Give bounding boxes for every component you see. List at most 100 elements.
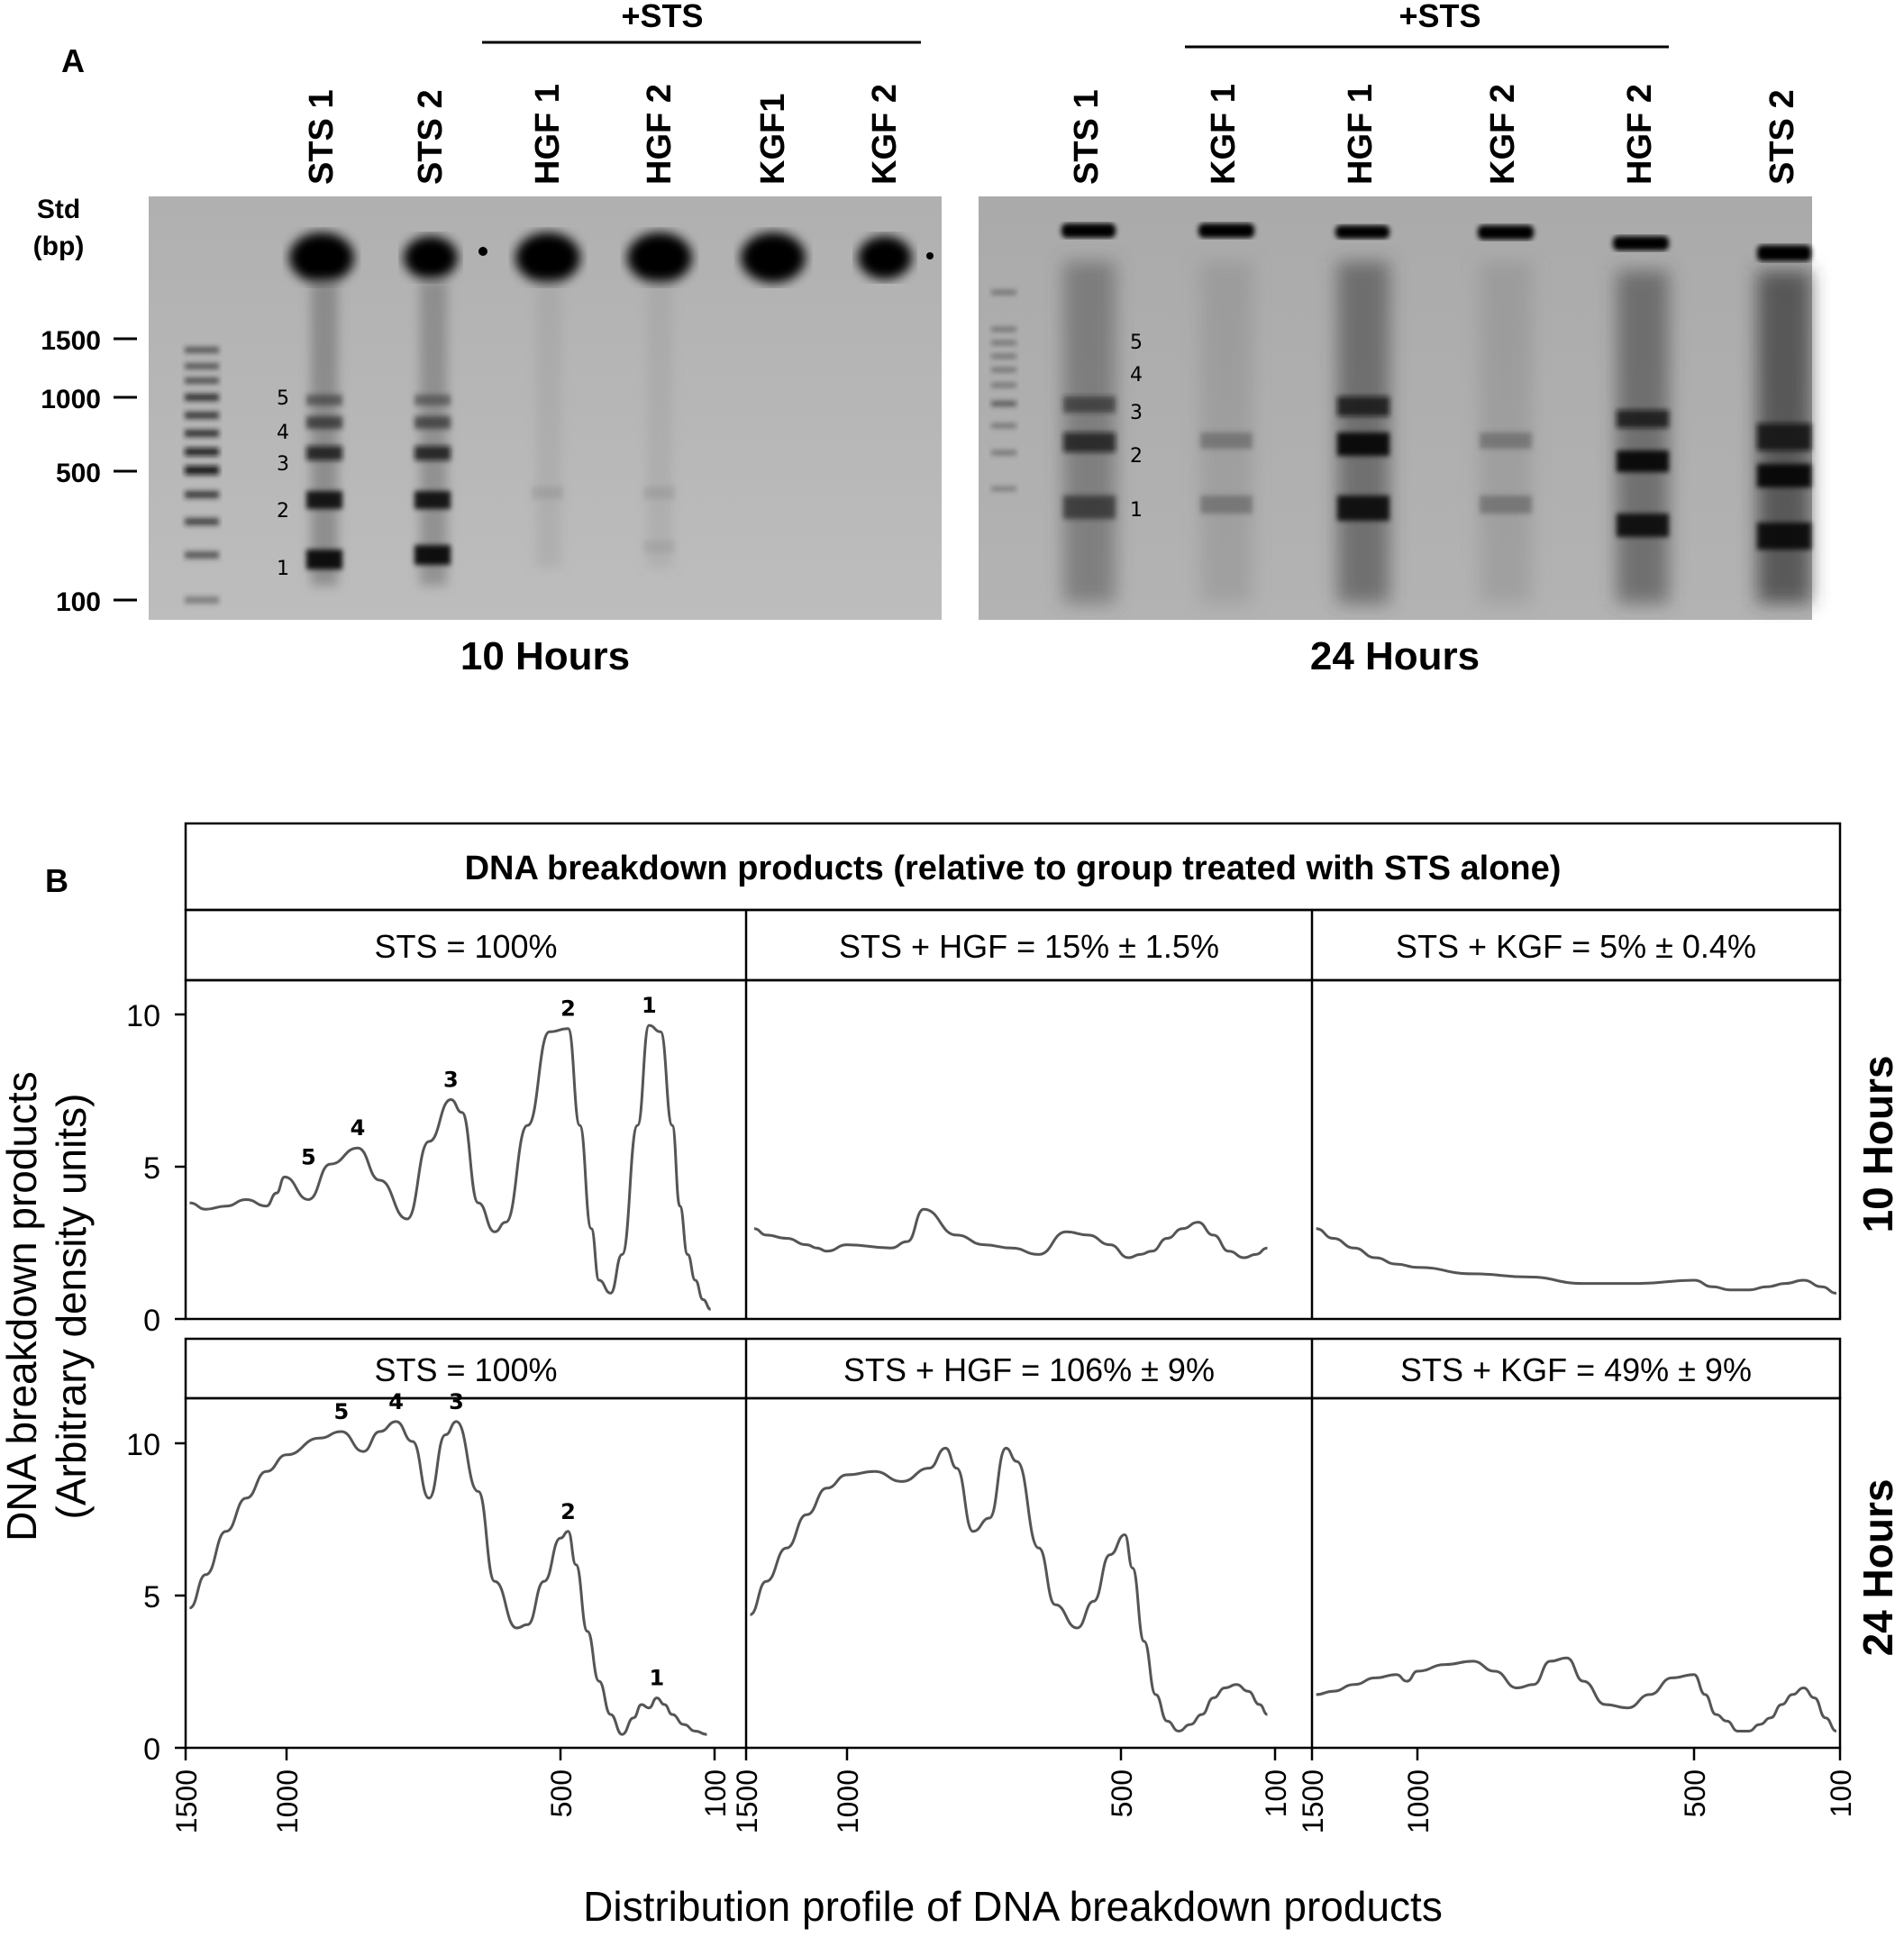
y-tick-10h-0: 0: [143, 1304, 160, 1338]
x-axis-label: Distribution profile of DNA breakdown pr…: [583, 1883, 1443, 1930]
sts-bar-label-24h: +STS: [1398, 0, 1480, 34]
peak-label-4-5: 5: [333, 1399, 349, 1424]
gel-24h-wells: [1061, 223, 1811, 261]
x-tick-sub1-100: 100: [699, 1769, 732, 1817]
y-axis-10h: 0 5 10: [126, 999, 186, 1338]
density-curves: 5 4 3 2 1 5 4 3 2 1: [188, 993, 1837, 1736]
gel-24h-lane-labels: STS 1 KGF 1 HGF 1 KGF 2 HGF 2 STS 2: [1068, 84, 1801, 185]
subpanel-title-10h-hgf: STS + HGF = 15% ± 1.5%: [839, 928, 1219, 965]
y-tick-10h-10: 10: [126, 999, 160, 1033]
gel-10h-wells: [289, 232, 934, 283]
panel-b-letter: B: [45, 862, 68, 899]
gel-24h-ladder: [991, 290, 1016, 491]
x-tick-sub1-500: 500: [545, 1769, 578, 1817]
band-number-3: 3: [277, 453, 289, 476]
std-tick-1000: 1000: [41, 385, 101, 414]
peak-label-1-1: 1: [642, 993, 657, 1018]
panel-b-header-title: DNA breakdown products (relative to grou…: [465, 850, 1562, 887]
std-label-line1: Std: [37, 195, 80, 224]
std-tick-axis: 1500 1000 500 100: [41, 326, 137, 617]
x-tick-sub3-500: 500: [1679, 1769, 1711, 1817]
peak-label-1-4: 4: [351, 1115, 366, 1141]
density-curve-2: [753, 1207, 1268, 1260]
peak-label-4-4: 4: [388, 1389, 404, 1414]
subpanel-title-24h-hgf: STS + HGF = 106% ± 9%: [843, 1351, 1215, 1388]
gel-10h-smears: [311, 279, 672, 586]
x-tick-sub3-100: 100: [1825, 1769, 1857, 1817]
band24-number-5: 5: [1130, 332, 1143, 354]
subpanel-titles: STS = 100% STS + HGF = 15% ± 1.5% STS + …: [374, 928, 1756, 1388]
lane-label-kgf2: KGF 2: [866, 84, 904, 185]
x-tick-sub1-1000: 1000: [271, 1769, 304, 1833]
x-tick-sub2-1000: 1000: [832, 1769, 864, 1833]
x-tick-sub3-1000: 1000: [1402, 1769, 1435, 1833]
subpanel-title-24h-kgf: STS + KGF = 49% ± 9%: [1400, 1351, 1752, 1388]
std-tick-500: 500: [56, 459, 101, 488]
density-curve-6: [1316, 1656, 1837, 1732]
x-axis-sub1: 1500 1000 500 100: [170, 1748, 732, 1833]
peak-label-4-2: 2: [560, 1499, 576, 1524]
lane-label-sts2: STS 2: [412, 89, 450, 185]
peak-label-4-1: 1: [650, 1666, 665, 1691]
gel-10h-ladder: [185, 347, 219, 604]
x-tick-sub1-1500: 1500: [170, 1769, 203, 1833]
y-tick-10h-5: 5: [143, 1151, 160, 1186]
gel-24h-background: [979, 196, 1812, 620]
lane24-label-sts2: STS 2: [1763, 89, 1801, 185]
x-tick-sub2-1500: 1500: [731, 1769, 763, 1833]
y-axis-label-line2: (Arbitrary density units): [48, 1094, 95, 1520]
subpanel-title-10h-sts: STS = 100%: [374, 928, 557, 965]
gel-10-hours: 5 4 3 2 1 STS 1 STS 2 HGF 1 HGF 2 KGF1 K…: [149, 0, 942, 678]
band-number-1: 1: [277, 558, 289, 580]
gel-24-hours: 5 4 3 2 1 STS 1 KGF 1 HGF 1 KGF 2 HGF 2 …: [979, 0, 1812, 678]
gel-10h-bands: [306, 395, 675, 569]
gel-24h-band-numbers: 5 4 3 2 1: [1130, 332, 1143, 522]
density-curve-5: [749, 1446, 1268, 1733]
band24-number-4: 4: [1130, 364, 1143, 386]
gel-24h-bands: [1063, 396, 1811, 550]
row-label-24h: 24 Hours: [1854, 1479, 1901, 1657]
x-axis-ticks: 1500 1000 500 100 1500 1000 500 100 1500…: [170, 1748, 1857, 1833]
gel-10h-band-numbers: 5 4 3 2 1: [277, 387, 289, 580]
peak-label-1-2: 2: [560, 996, 576, 1022]
y-tick-24h-0: 0: [143, 1732, 160, 1767]
lane24-label-hgf2: HGF 2: [1621, 84, 1659, 185]
y-tick-24h-10: 10: [126, 1428, 160, 1462]
lane-label-hgf2: HGF 2: [641, 84, 679, 185]
lane-label-sts1: STS 1: [303, 89, 341, 185]
band-number-2: 2: [277, 500, 289, 523]
x-tick-sub2-500: 500: [1106, 1769, 1138, 1817]
gel-10h-lane-labels: STS 1 STS 2 HGF 1 HGF 2 KGF1 KGF 2: [303, 84, 904, 185]
gel-10h-time-label: 10 Hours: [460, 634, 630, 678]
band-number-5: 5: [277, 387, 289, 410]
gel-24h-time-label: 24 Hours: [1310, 634, 1480, 678]
lane24-label-hgf1: HGF 1: [1342, 84, 1380, 185]
panel-b-frame: [184, 822, 1842, 1750]
band24-number-1: 1: [1130, 499, 1143, 522]
peak-label-4-3: 3: [449, 1389, 464, 1414]
y-axis-label-line1: DNA breakdown products: [0, 1071, 45, 1541]
subpanel-title-24h-sts: STS = 100%: [374, 1351, 557, 1388]
band24-number-2: 2: [1130, 445, 1143, 468]
y-axis-24h: 0 5 10: [126, 1428, 186, 1767]
row-label-10h: 10 Hours: [1854, 1056, 1901, 1233]
density-curve-3: [1316, 1227, 1837, 1295]
y-tick-24h-5: 5: [143, 1580, 160, 1614]
x-axis-sub2: 1500 1000 500 100: [731, 1748, 1292, 1833]
x-tick-sub2-100: 100: [1260, 1769, 1292, 1817]
lane-label-kgf1: KGF1: [754, 94, 792, 185]
density-curve-1: [189, 1023, 712, 1311]
x-tick-sub3-1500: 1500: [1297, 1769, 1329, 1833]
band-number-4: 4: [277, 422, 289, 444]
std-label-line2: (bp): [33, 232, 85, 261]
peak-label-1-3: 3: [443, 1068, 459, 1093]
lane24-label-sts1: STS 1: [1068, 89, 1106, 185]
panel-a-letter: A: [61, 42, 85, 79]
sts-bar-label-10h: +STS: [621, 0, 703, 34]
band24-number-3: 3: [1130, 402, 1143, 424]
subpanel-title-10h-kgf: STS + KGF = 5% ± 0.4%: [1396, 928, 1756, 965]
lane24-label-kgf1: KGF 1: [1205, 84, 1243, 185]
std-tick-100: 100: [56, 587, 101, 617]
std-tick-1500: 1500: [41, 326, 101, 356]
